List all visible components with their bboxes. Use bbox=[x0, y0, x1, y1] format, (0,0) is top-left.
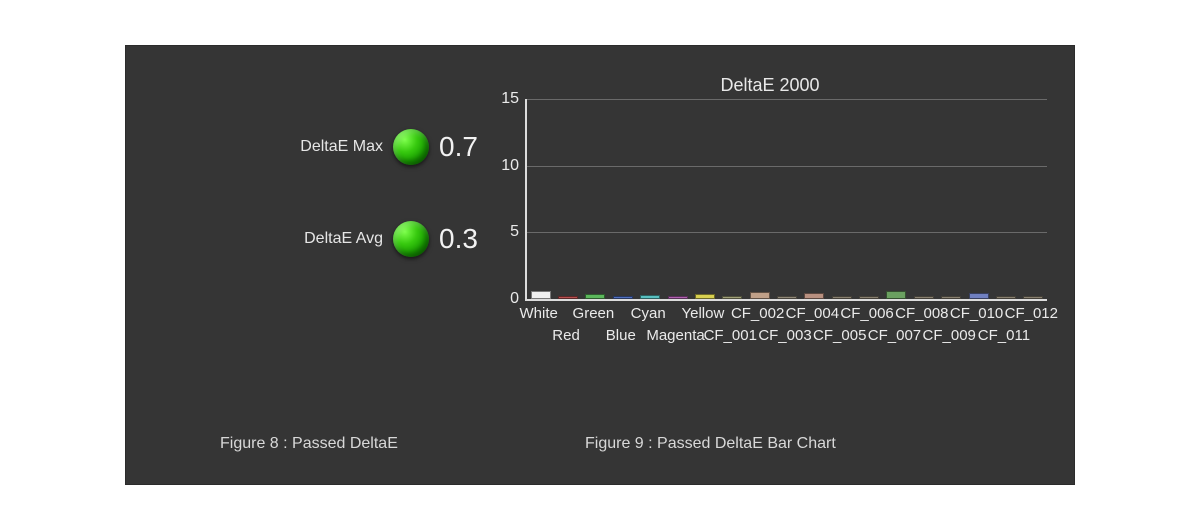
chart-x-tick: CF_006 bbox=[840, 305, 893, 322]
chart-bar bbox=[722, 296, 742, 299]
metric-value: 0.3 bbox=[439, 223, 485, 255]
chart-x-tick: CF_002 bbox=[731, 305, 784, 322]
status-orb-icon bbox=[393, 129, 429, 165]
chart-bar bbox=[941, 296, 961, 299]
chart-y-tick: 0 bbox=[489, 290, 519, 308]
chart-x-tick: CF_004 bbox=[786, 305, 839, 322]
chart-x-tick: CF_009 bbox=[923, 327, 976, 344]
chart-bar bbox=[613, 296, 633, 299]
figure-caption-left: Figure 8 : Passed DeltaE bbox=[220, 435, 398, 453]
chart-gridline bbox=[527, 232, 1047, 233]
chart-x-tick: CF_001 bbox=[704, 327, 757, 344]
chart-bars bbox=[527, 99, 1047, 299]
chart-bar bbox=[1023, 296, 1043, 299]
chart-bar bbox=[886, 291, 906, 299]
status-orb-icon bbox=[393, 221, 429, 257]
chart-bar bbox=[668, 296, 688, 299]
deltae-panel: DeltaE Max 0.7 DeltaE Avg 0.3 DeltaE 200… bbox=[125, 45, 1075, 485]
metric-label: DeltaE Max bbox=[300, 138, 383, 156]
figure-caption-right: Figure 9 : Passed DeltaE Bar Chart bbox=[585, 435, 836, 453]
chart-bar bbox=[777, 296, 797, 299]
stage: DeltaE Max 0.7 DeltaE Avg 0.3 DeltaE 200… bbox=[0, 0, 1200, 530]
deltae-bar-chart: DeltaE 2000 051015 WhiteRedGreenBlueCyan… bbox=[485, 75, 1055, 375]
chart-x-tick: Yellow bbox=[681, 305, 724, 322]
metric-label: DeltaE Avg bbox=[304, 230, 383, 248]
chart-bar bbox=[804, 293, 824, 299]
chart-bar bbox=[750, 292, 770, 299]
metric-deltae-max: DeltaE Max 0.7 bbox=[195, 120, 485, 174]
chart-bar bbox=[695, 294, 715, 299]
chart-x-tick: CF_010 bbox=[950, 305, 1003, 322]
chart-x-tick: Blue bbox=[606, 327, 636, 344]
chart-x-tick: CF_007 bbox=[868, 327, 921, 344]
chart-x-tick: Magenta bbox=[646, 327, 704, 344]
chart-y-tick: 5 bbox=[489, 223, 519, 241]
chart-bar bbox=[558, 296, 578, 299]
chart-x-tick: CF_005 bbox=[813, 327, 866, 344]
metric-value: 0.7 bbox=[439, 131, 485, 163]
chart-y-tick: 10 bbox=[489, 157, 519, 175]
chart-bar bbox=[859, 296, 879, 299]
chart-bar bbox=[531, 291, 551, 299]
chart-bar bbox=[832, 296, 852, 299]
chart-bar bbox=[996, 296, 1016, 299]
chart-x-tick: Red bbox=[552, 327, 580, 344]
chart-bar bbox=[969, 293, 989, 299]
chart-title: DeltaE 2000 bbox=[485, 75, 1055, 96]
chart-gridline bbox=[527, 166, 1047, 167]
chart-x-tick: Green bbox=[573, 305, 615, 322]
chart-x-tick: CF_011 bbox=[978, 327, 1030, 344]
chart-plot-area: 051015 bbox=[525, 99, 1047, 301]
chart-bar bbox=[585, 294, 605, 299]
chart-x-tick: CF_003 bbox=[758, 327, 811, 344]
chart-x-tick: Cyan bbox=[631, 305, 666, 322]
chart-x-tick: CF_012 bbox=[1005, 305, 1058, 322]
chart-bar bbox=[914, 296, 934, 299]
chart-x-tick: White bbox=[520, 305, 558, 322]
chart-gridline bbox=[527, 99, 1047, 100]
metric-deltae-avg: DeltaE Avg 0.3 bbox=[195, 212, 485, 266]
chart-bar bbox=[640, 295, 660, 299]
metrics-block: DeltaE Max 0.7 DeltaE Avg 0.3 bbox=[195, 120, 485, 304]
chart-y-tick: 15 bbox=[489, 90, 519, 108]
chart-x-tick: CF_008 bbox=[895, 305, 948, 322]
